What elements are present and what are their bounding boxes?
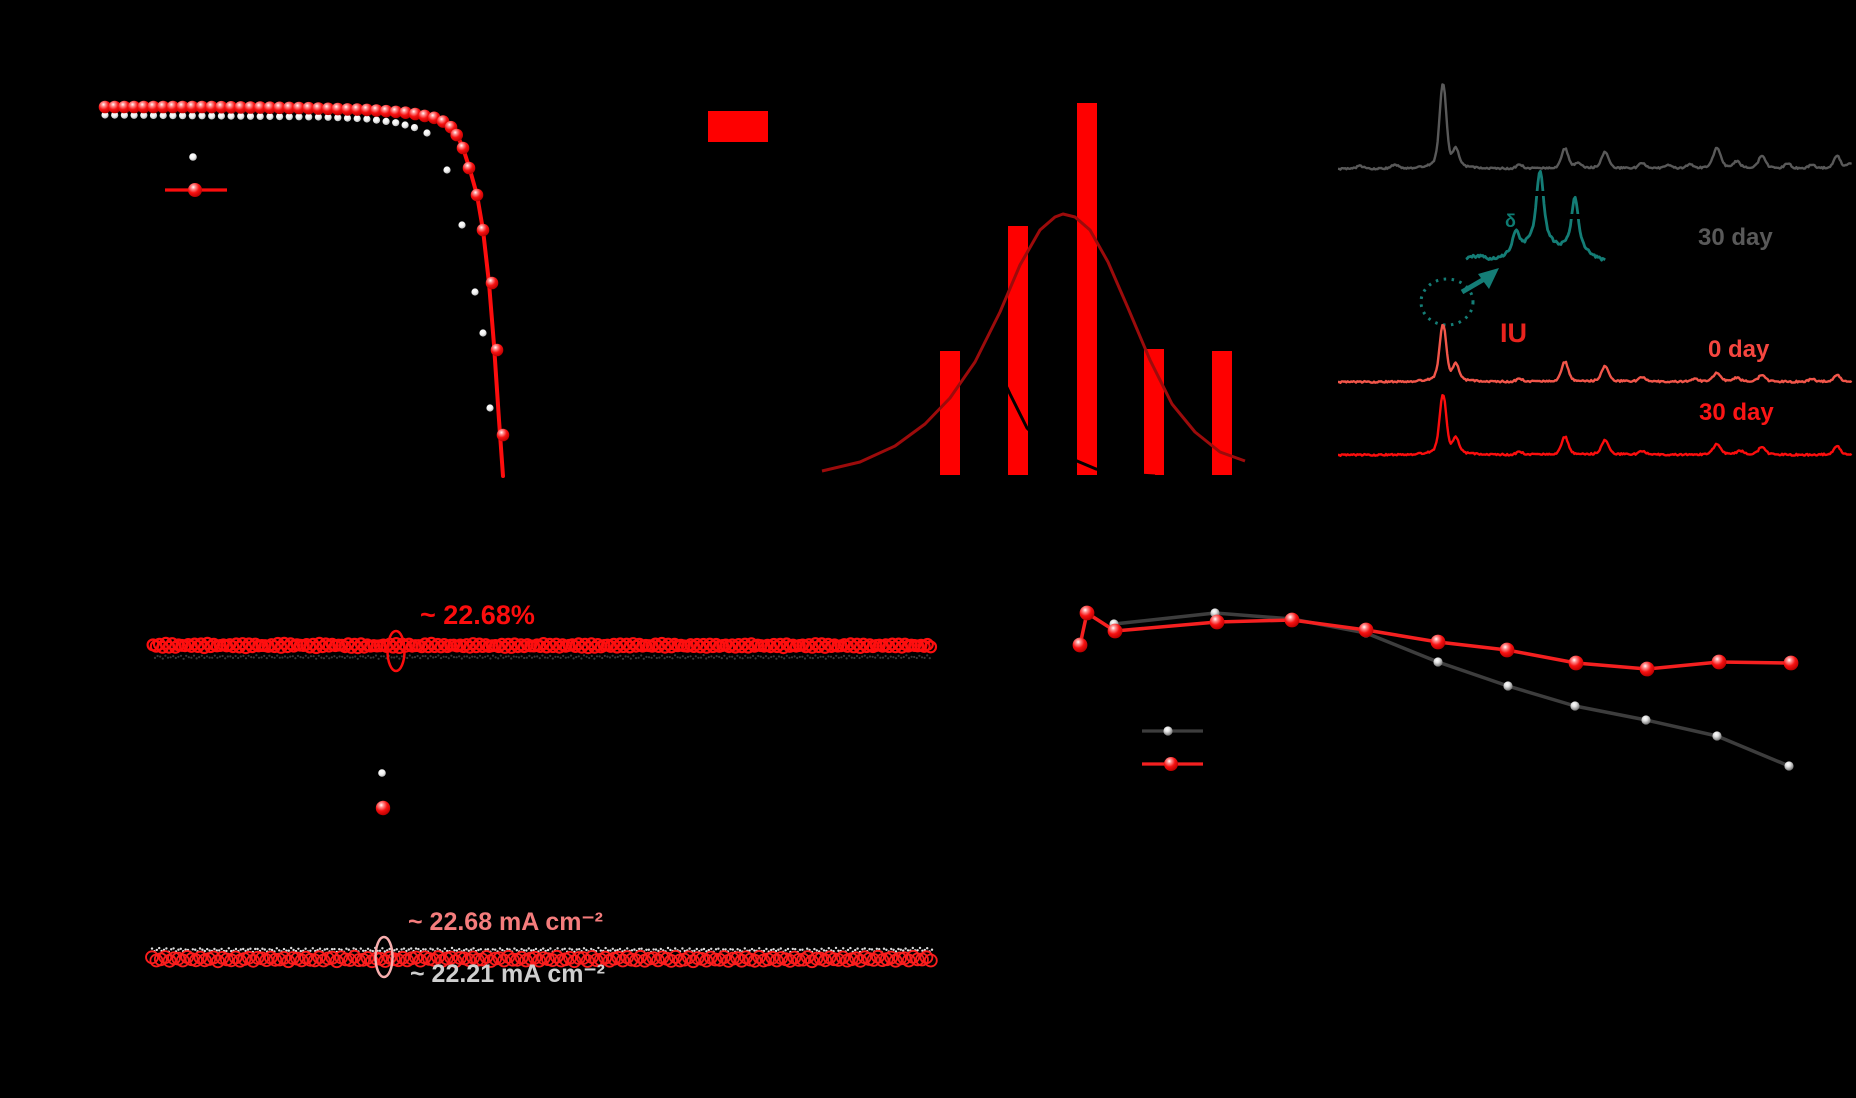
jv-series-control: [101, 111, 494, 412]
xrd-iu-label: IU: [1500, 318, 1527, 348]
pce-histogram: [708, 103, 1246, 478]
stability-legend: [1142, 726, 1203, 771]
xrd-trace: [1338, 323, 1853, 384]
xrd-peak-break: [1534, 191, 1547, 196]
xrd-delta-label: δ: [1505, 211, 1516, 231]
xrd-arrow: [1460, 275, 1488, 295]
spo-jsc-control-label: ~ 22.21 mA cm⁻²: [410, 960, 606, 988]
spo-pce-label: ~ 22.68%: [420, 600, 535, 630]
spo-iu-band: [146, 636, 938, 655]
xrd-peak-break: [1569, 214, 1582, 219]
jv-legend: [165, 153, 227, 197]
xrd-arrow-head: [1478, 268, 1499, 289]
spo-legend: [375, 769, 391, 816]
xrd-iu-30day-label: 30 day: [1699, 399, 1774, 426]
xrd-trace: [1338, 394, 1853, 457]
xrd-trace: [1465, 169, 1606, 262]
xrd-control-30day-label: 30 day: [1698, 224, 1773, 251]
spo-control-band: [153, 654, 931, 660]
jsc-iu-band: [145, 949, 938, 969]
xrd-trace: [1337, 83, 1852, 171]
spo-ellipse-annotation: [374, 935, 394, 979]
stability-series-control: [1109, 608, 1794, 771]
spo-jsc-iu-label: ~ 22.68 mA cm⁻²: [408, 908, 604, 936]
xrd-iu-0day-label: 0 day: [1708, 336, 1770, 363]
jv-series-IU-10: [98, 100, 510, 478]
histogram-legend-swatch: [708, 111, 768, 142]
stability-series-IU-10: [1072, 605, 1799, 677]
xrd-dotted-ellipse: [1419, 277, 1475, 327]
spo-ellipse-annotation: [386, 629, 406, 673]
xrd-chart: [1419, 277, 1475, 327]
